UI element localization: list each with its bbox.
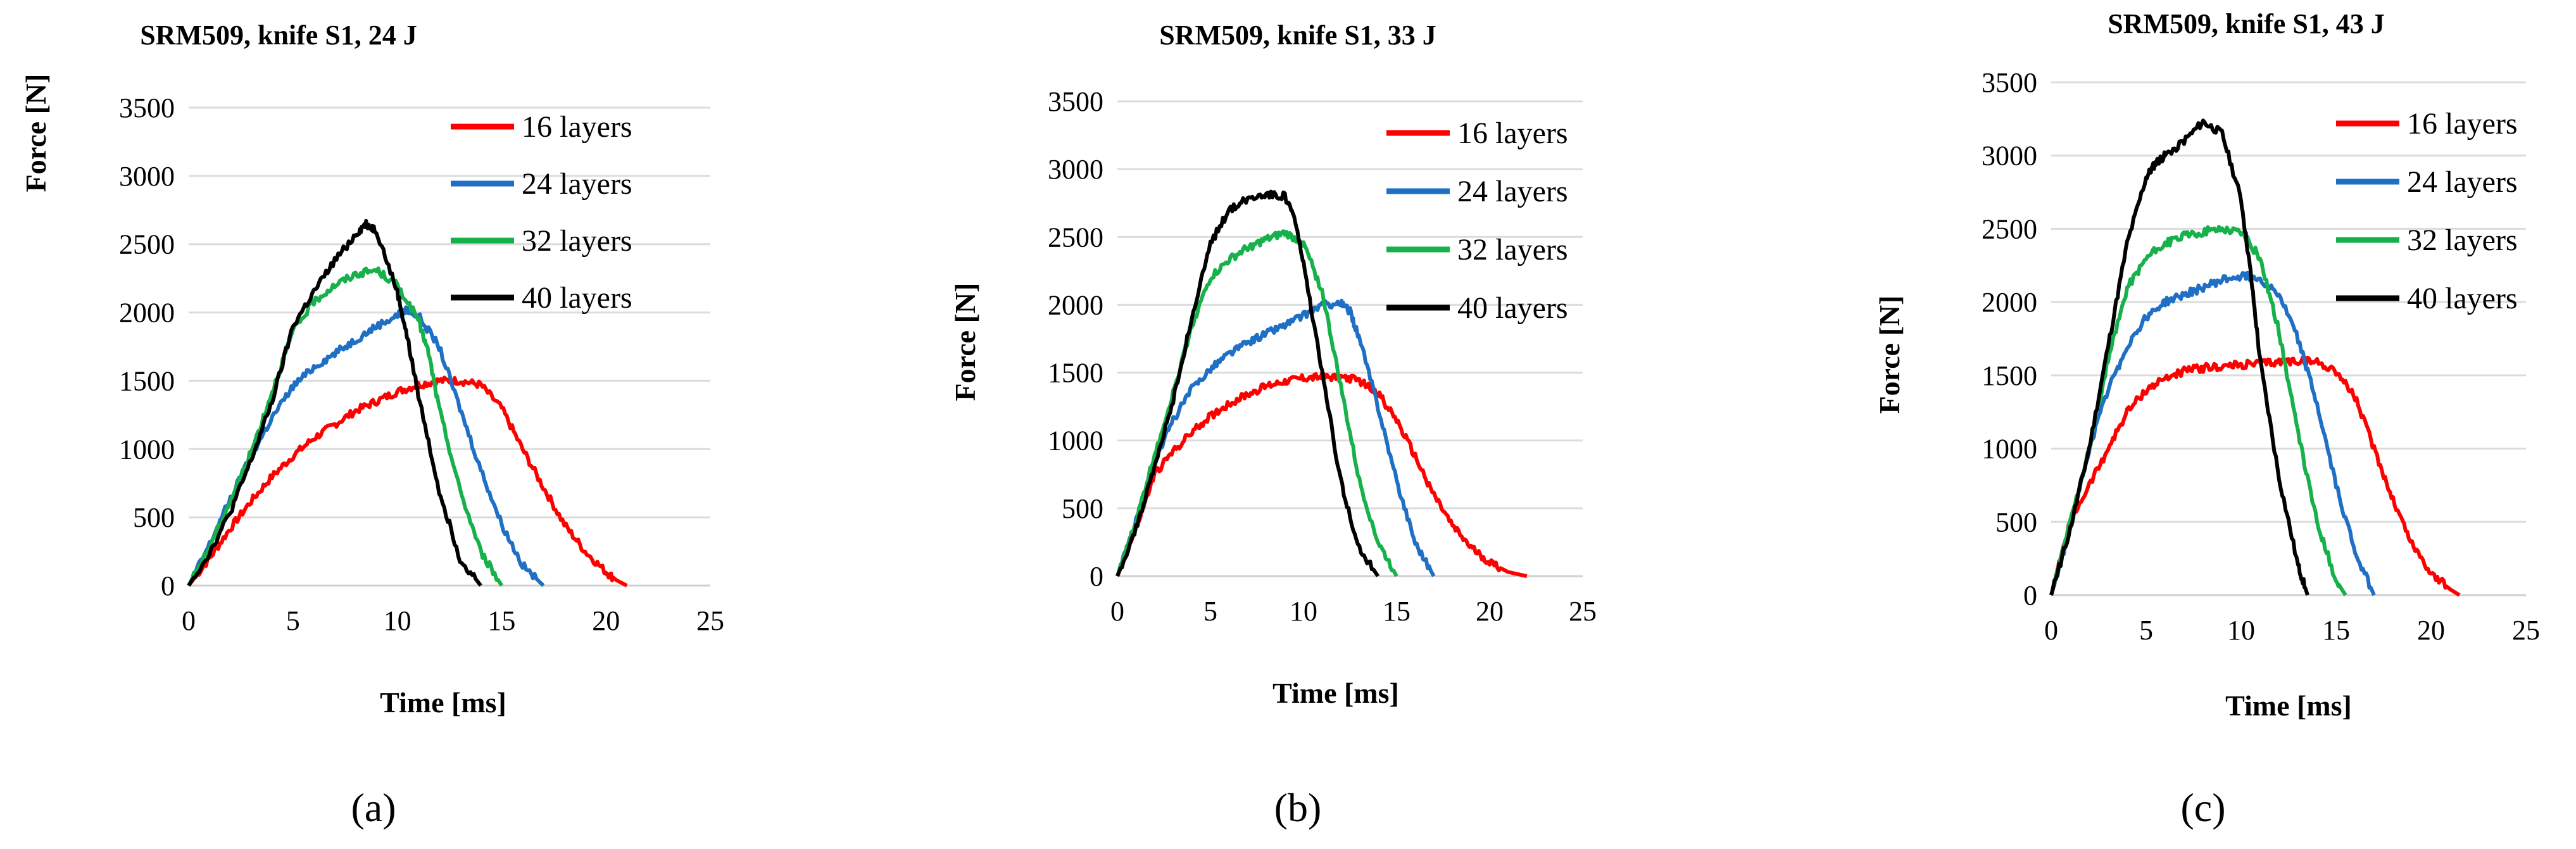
series-line-32-layers: [1115, 229, 1398, 577]
y-tick-label: 2500: [1982, 213, 2037, 244]
x-axis-label: Time [ms]: [380, 686, 506, 719]
chart-title: SRM509, knife S1, 43 J: [2108, 8, 2385, 39]
x-tick-label: 5: [286, 605, 300, 636]
y-tick-label: 1500: [1982, 360, 2037, 391]
series-line-40-layers: [2049, 118, 2309, 596]
legend-entry: 16 layers: [2407, 107, 2518, 141]
y-tick-label: 2000: [1982, 287, 2037, 318]
x-tick-labels: 0 5 10 15 20 25: [1110, 596, 1597, 627]
series-line-24-layers: [2049, 270, 2376, 596]
y-tick-label: 2500: [1048, 222, 1103, 253]
y-axis-label: Force [N]: [1873, 296, 1906, 414]
chart-panel-a: SRM509, knife S1, 24 J 0 500 1000 1500 2000 2…: [20, 20, 724, 830]
y-tick-label: 500: [1062, 493, 1103, 524]
legend-entry: 40 layers: [522, 281, 632, 315]
series-line-40-layers: [187, 218, 482, 587]
x-tick-label: 25: [696, 605, 724, 636]
legend-entry: 24 layers: [522, 167, 632, 201]
x-tick-label: 5: [1203, 596, 1217, 627]
x-tick-label: 10: [384, 605, 412, 636]
x-tick-label: 10: [1290, 596, 1317, 627]
y-tick-label: 3000: [1982, 141, 2037, 172]
y-tick-label: 3500: [119, 92, 175, 123]
series-line-16-layers: [187, 375, 628, 588]
x-tick-labels: 0 5 10 15 20 25: [2044, 615, 2540, 646]
legend-entry: 16 layers: [1457, 116, 1568, 150]
legend-entry: 32 layers: [2407, 223, 2518, 257]
x-tick-label: 25: [2512, 615, 2540, 646]
y-tick-label: 3000: [119, 161, 175, 192]
legend-entry: 32 layers: [1457, 233, 1568, 267]
chart-title: SRM509, knife S1, 24 J: [140, 20, 417, 51]
y-tick-label: 2000: [119, 298, 175, 329]
legend-entry: 40 layers: [1457, 291, 1568, 325]
panel-label: (b): [1274, 785, 1322, 830]
series-line-32-layers: [187, 266, 503, 587]
x-tick-label: 20: [2417, 615, 2445, 646]
x-tick-label: 15: [487, 605, 515, 636]
y-axis-label: Force [N]: [949, 283, 981, 401]
y-tick-labels: 0 500 1000 1500 2000 2500 3000 3500: [1048, 86, 1103, 592]
y-tick-label: 3500: [1048, 86, 1103, 117]
x-tick-label: 20: [592, 605, 620, 636]
series-lines: [1115, 189, 1528, 578]
y-tick-labels: 0 500 1000 1500 2000 2500 3000 3500: [119, 92, 175, 601]
series-line-16-layers: [1115, 371, 1528, 578]
y-tick-labels: 0 500 1000 1500 2000 2500 3000 3500: [1982, 67, 2037, 611]
y-axis-label: Force [N]: [20, 74, 52, 192]
y-tick-label: 1000: [119, 434, 175, 465]
y-tick-label: 1500: [1048, 358, 1103, 389]
x-tick-label: 10: [2227, 615, 2255, 646]
series-line-24-layers: [1115, 298, 1436, 577]
y-tick-label: 1500: [119, 365, 175, 396]
x-tick-label: 0: [2044, 615, 2058, 646]
x-tick-label: 25: [1569, 596, 1597, 627]
x-tick-labels: 0 5 10 15 20 25: [182, 605, 724, 636]
y-tick-label: 500: [1995, 506, 2037, 538]
legend-entry: 24 layers: [1457, 175, 1568, 208]
legend: 16 layers 24 layers 32 layers 40 layers: [1386, 116, 1568, 325]
x-tick-label: 5: [2139, 615, 2153, 646]
series-line-32-layers: [2049, 225, 2347, 596]
x-tick-label: 15: [2322, 615, 2350, 646]
series-lines: [2049, 118, 2461, 597]
panel-label: (c): [2180, 785, 2225, 830]
x-tick-label: 0: [1110, 596, 1124, 627]
y-tick-label: 0: [2023, 580, 2037, 611]
chart-panel-c: SRM509, knife S1, 43 J 0 500 1000 1500 2000 2…: [1873, 8, 2540, 830]
legend-entry: 16 layers: [522, 110, 632, 144]
series-lines: [187, 218, 628, 588]
y-tick-label: 0: [161, 570, 175, 601]
x-tick-label: 20: [1476, 596, 1504, 627]
chart-title: SRM509, knife S1, 33 J: [1159, 20, 1436, 51]
legend-entry: 24 layers: [2407, 165, 2518, 199]
x-tick-label: 0: [182, 605, 196, 636]
y-tick-label: 3000: [1048, 154, 1103, 185]
y-tick-label: 2000: [1048, 289, 1103, 320]
panel-label: (a): [351, 785, 396, 830]
y-tick-label: 2500: [119, 229, 175, 260]
legend-entry: 32 layers: [522, 224, 632, 258]
series-line-24-layers: [187, 305, 545, 588]
legend-entry: 40 layers: [2407, 282, 2518, 315]
y-tick-label: 500: [133, 502, 175, 533]
y-tick-label: 1000: [1048, 425, 1103, 456]
y-tick-label: 0: [1090, 561, 1103, 592]
series-line-40-layers: [1115, 189, 1380, 577]
x-tick-label: 15: [1383, 596, 1411, 627]
legend: 16 layers 24 layers 32 layers 40 layers: [2336, 107, 2518, 315]
x-axis-label: Time [ms]: [2225, 689, 2352, 722]
series-line-16-layers: [2049, 355, 2461, 597]
y-tick-label: 3500: [1982, 67, 2037, 98]
y-tick-label: 1000: [1982, 434, 2037, 465]
x-axis-label: Time [ms]: [1272, 677, 1399, 709]
chart-panel-b: SRM509, knife S1, 33 J 0 500 1000 1500 2000 2…: [949, 20, 1597, 830]
legend: 16 layers 24 layers 32 layers 40 layers: [451, 110, 632, 315]
